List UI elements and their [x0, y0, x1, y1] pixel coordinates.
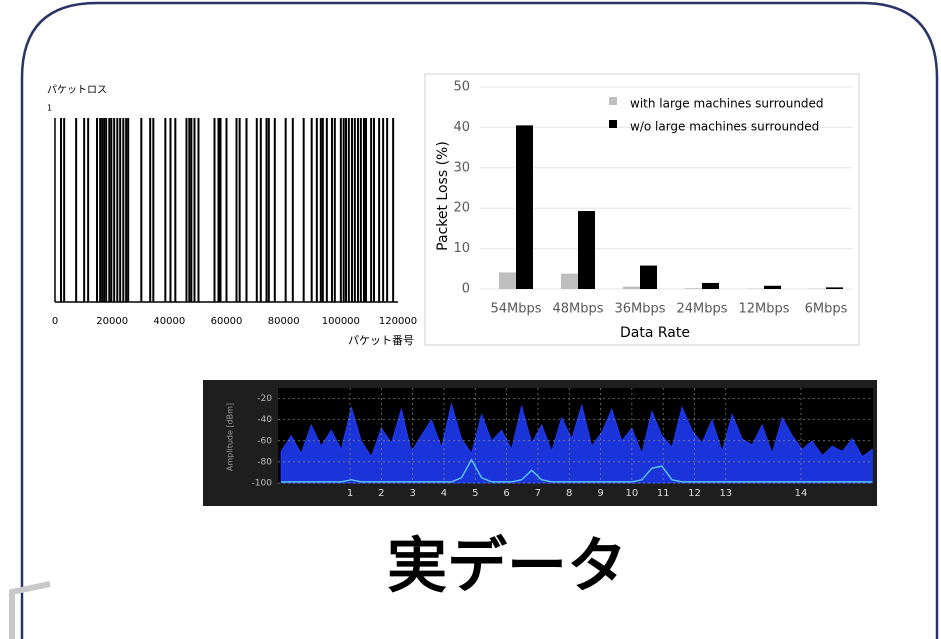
- y-tick-label: 30: [453, 160, 470, 175]
- x-tick-label: 80000: [268, 316, 300, 327]
- bar: [623, 287, 640, 289]
- corner-decoration: [12, 584, 50, 639]
- x-tick-label: 11: [657, 488, 670, 499]
- x-tick-label: 10: [626, 488, 639, 499]
- legend-swatch: [609, 120, 617, 128]
- y-tick-label: 0: [462, 282, 470, 297]
- x-tick-label: 12Mbps: [738, 302, 789, 317]
- y-tick-label: -60: [257, 436, 272, 446]
- bar: [702, 283, 719, 289]
- x-tick-label: 13: [719, 488, 732, 499]
- x-tick-label: 1: [347, 488, 353, 499]
- bar: [578, 211, 595, 289]
- x-tick-label: 100000: [322, 316, 360, 327]
- x-tick-label: 6: [503, 488, 509, 499]
- x-tick-label: 36Mbps: [614, 302, 665, 317]
- x-tick-label: 7: [535, 488, 541, 499]
- x-tick-label: 14: [795, 488, 808, 499]
- bar: [516, 125, 533, 289]
- bar: [561, 274, 578, 289]
- y-tick-label: -80: [257, 457, 272, 467]
- x-tick-label: 120000: [379, 316, 417, 327]
- x-tick-label: 60000: [211, 316, 243, 327]
- x-axis-label: Data Rate: [620, 325, 690, 341]
- x-tick-label: 5: [472, 488, 478, 499]
- x-tick-label: 48Mbps: [552, 302, 603, 317]
- x-tick-label: 6Mbps: [805, 302, 848, 317]
- bar: [640, 266, 657, 289]
- x-tick-label: 3: [409, 488, 415, 499]
- legend-label: w/o large machines surrounded: [630, 120, 819, 134]
- x-tick-label: 12: [688, 488, 701, 499]
- y-axis-label: Packet Loss (%): [435, 141, 451, 251]
- x-tick-label: 9: [597, 488, 603, 499]
- x-axis-label: パケット番号: [348, 334, 414, 347]
- x-tick-label: 2: [378, 488, 384, 499]
- y-tick-label: 20: [453, 201, 470, 216]
- y-axis-label: Amplitude [dBm]: [226, 403, 235, 471]
- slide: 実データ パケットロス10200004000060000800001000001…: [0, 0, 941, 639]
- x-tick-label: 20000: [96, 316, 128, 327]
- x-tick-label: 54Mbps: [490, 302, 541, 317]
- bar: [764, 286, 781, 289]
- y-tick-label: 10: [453, 241, 470, 256]
- x-tick-label: 40000: [153, 316, 185, 327]
- y-tick-label: -100: [252, 479, 273, 489]
- y-tick-label: 1: [47, 104, 52, 113]
- x-tick-label: 4: [441, 488, 447, 499]
- bar: [499, 272, 516, 289]
- x-tick-label: 24Mbps: [676, 302, 727, 317]
- x-tick-label: 0: [52, 316, 58, 327]
- y-axis-label: パケットロス: [47, 84, 107, 96]
- legend-label: with large machines surrounded: [630, 97, 824, 111]
- x-tick-label: 8: [566, 488, 572, 499]
- y-tick-label: 50: [453, 80, 470, 95]
- y-tick-label: -40: [257, 415, 272, 425]
- bar: [826, 287, 843, 289]
- page: 実データ パケットロス10200004000060000800001000001…: [0, 0, 941, 639]
- legend-swatch: [609, 97, 617, 105]
- y-tick-label: -20: [257, 394, 272, 404]
- slide-title: 実データ: [387, 532, 627, 602]
- bar: [685, 288, 702, 289]
- y-tick-label: 40: [453, 120, 470, 135]
